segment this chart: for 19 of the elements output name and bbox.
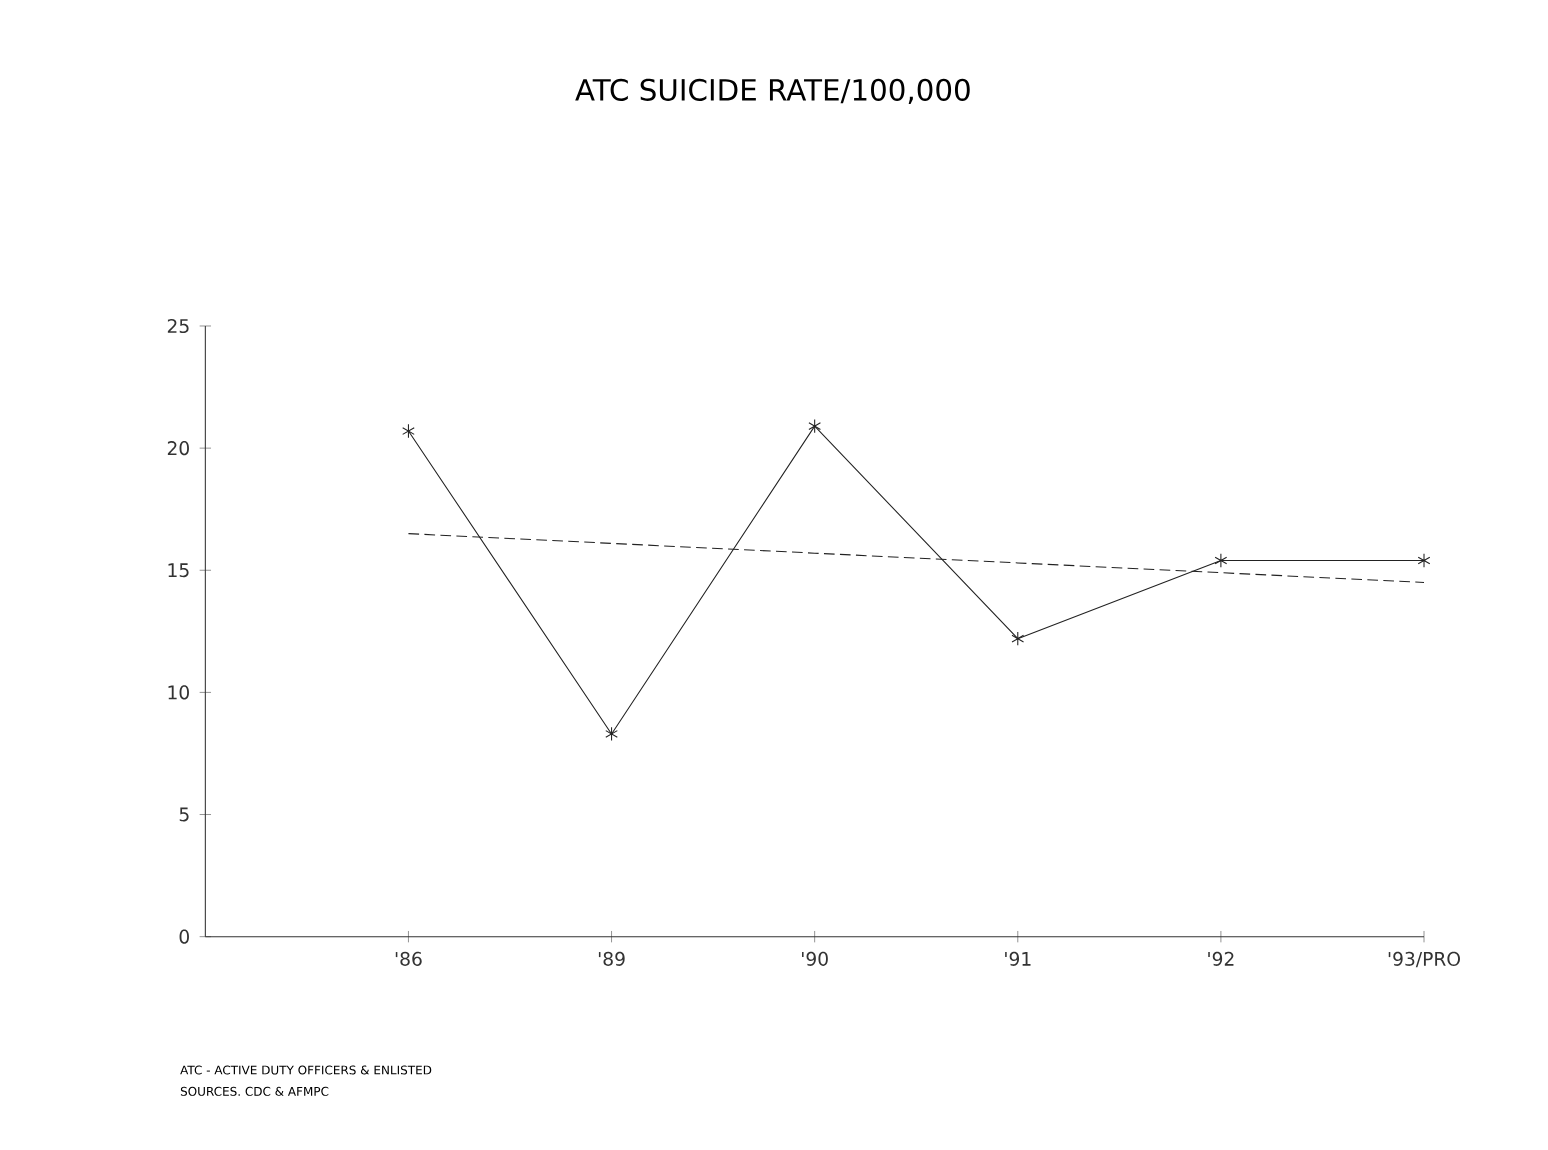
x-tick-label: '89 — [598, 951, 625, 966]
x-tick-label: '92 — [1208, 951, 1234, 966]
point — [1417, 553, 1431, 568]
point — [808, 418, 821, 434]
point — [402, 423, 415, 439]
point — [1011, 631, 1025, 646]
y-tick-label: 0 — [179, 929, 189, 944]
y-tick-label: 20 — [167, 441, 189, 456]
point — [1214, 553, 1228, 568]
x-tick-label: '86 — [395, 951, 422, 966]
point — [605, 726, 618, 742]
y-tick-label: 25 — [167, 318, 189, 334]
x-tick-label: '90 — [802, 951, 828, 966]
x-tick-label: '91 — [1005, 951, 1031, 966]
y-tick-label: 10 — [168, 685, 189, 700]
y-tick-label: 15 — [168, 563, 189, 578]
y-tick-label: 5 — [179, 807, 189, 822]
chart-title: ATC SUICIDE RATE/100,000 — [575, 78, 970, 104]
x-tick-label: '93/PRO — [1388, 951, 1460, 968]
